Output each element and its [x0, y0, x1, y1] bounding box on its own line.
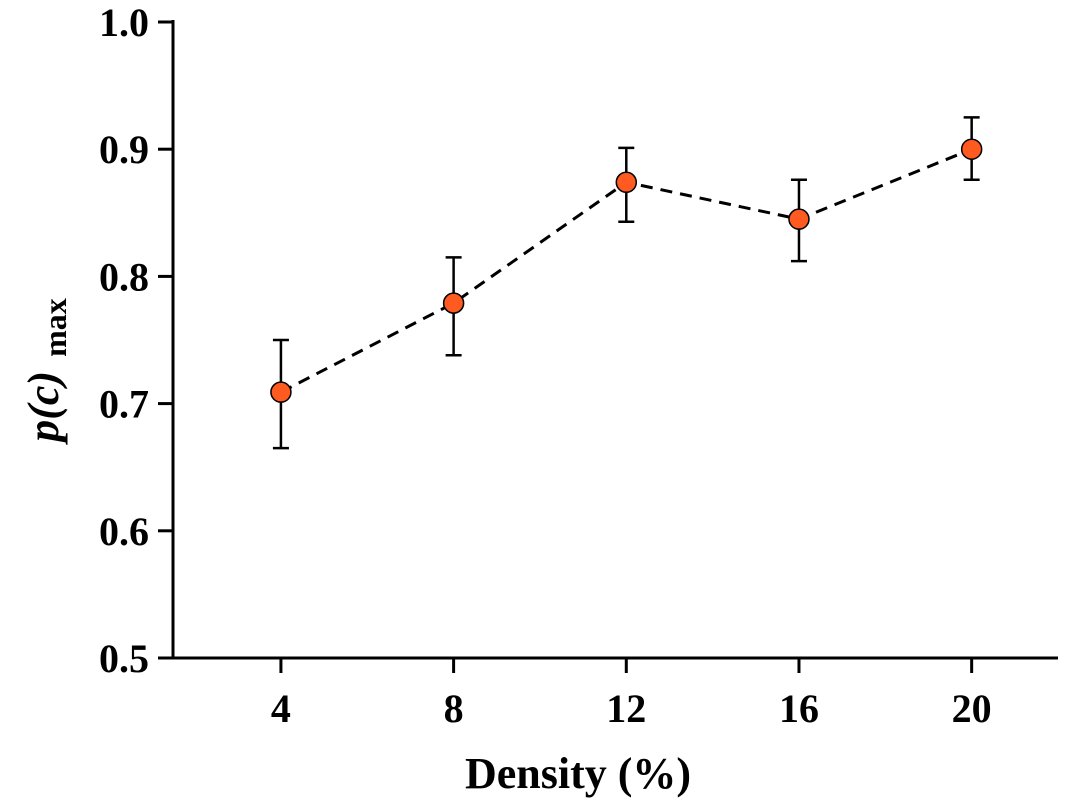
data-point	[788, 208, 810, 230]
data-point	[960, 138, 983, 160]
x-tick-label: 8	[444, 686, 464, 731]
x-tick-label: 20	[952, 686, 992, 731]
y-tick-label: 1.0	[99, 0, 149, 45]
data-point	[442, 292, 465, 314]
y-tick-label: 0.8	[99, 254, 149, 299]
y-ticks: 0.5 0.6 0.7 0.8 0.9 1.0	[99, 0, 173, 681]
axes	[171, 20, 1058, 660]
x-tick-label: 4	[271, 686, 291, 731]
y-tick-label: 0.9	[99, 127, 149, 172]
x-tick-label: 12	[606, 686, 646, 731]
y-tick-label: 0.7	[99, 382, 149, 427]
x-tick-label: 16	[779, 686, 819, 731]
series	[270, 116, 983, 450]
y-tick-label: 0.6	[99, 509, 149, 554]
y-tick-label: 0.5	[99, 636, 149, 681]
x-ticks: 4 8 12 16 20	[271, 658, 992, 731]
y-axis-title-main: p(c)	[19, 371, 68, 446]
y-axis-title: p(c) max	[19, 298, 73, 446]
y-axis-title-subscript: max	[37, 298, 73, 357]
data-point	[270, 381, 292, 403]
data-point	[615, 171, 638, 194]
x-axis-title: Density (%)	[465, 749, 691, 798]
